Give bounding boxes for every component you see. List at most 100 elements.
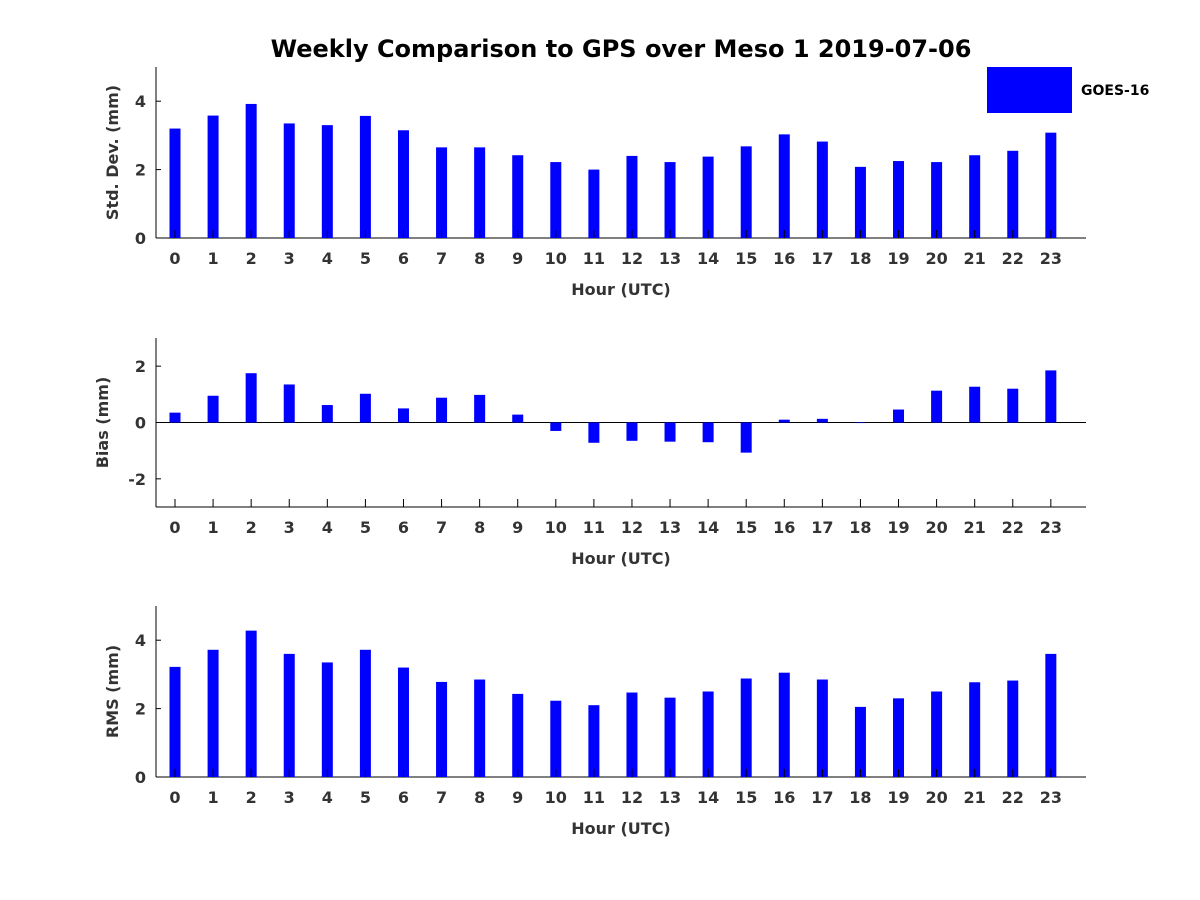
x-tick-label: 18 <box>849 518 871 537</box>
bar-hour-14 <box>702 156 714 238</box>
bar-hour-0 <box>169 128 181 238</box>
bar-hour-12 <box>626 155 638 238</box>
x-tick-label: 13 <box>659 788 681 807</box>
x-tick-label: 1 <box>208 249 219 268</box>
bar-hour-22 <box>1007 680 1019 777</box>
bar-hour-7 <box>436 681 448 777</box>
bar-hour-12 <box>626 692 638 777</box>
bar-hour-2 <box>245 373 257 423</box>
x-tick-label: 14 <box>697 249 719 268</box>
bar-hour-20 <box>931 162 943 238</box>
bar-hour-5 <box>359 649 371 777</box>
bar-hour-1 <box>207 115 219 238</box>
x-tick-label: 1 <box>208 788 219 807</box>
bar-hour-4 <box>321 405 333 423</box>
bar-hour-2 <box>245 630 257 777</box>
x-tick-label: 4 <box>322 249 333 268</box>
bar-hour-17 <box>816 418 828 423</box>
x-tick-label: 19 <box>887 518 909 537</box>
y-tick-label: 0 <box>135 229 146 248</box>
x-tick-label: 16 <box>773 788 795 807</box>
x-tick-label: 5 <box>360 518 371 537</box>
bar-hour-9 <box>512 693 524 777</box>
bar-hour-13 <box>664 422 676 442</box>
x-tick-label: 14 <box>697 788 719 807</box>
x-tick-label: 20 <box>925 518 947 537</box>
x-tick-label: 22 <box>1002 249 1024 268</box>
bar-hour-8 <box>474 679 486 777</box>
x-tick-label: 4 <box>322 788 333 807</box>
x-tick-label: 17 <box>811 249 833 268</box>
x-tick-label: 9 <box>512 788 523 807</box>
x-tick-label: 11 <box>583 788 605 807</box>
y-tick-label: 4 <box>135 631 146 650</box>
bar-hour-19 <box>893 698 905 777</box>
bar-hour-10 <box>550 162 562 238</box>
chart-title: Weekly Comparison to GPS over Meso 1 201… <box>271 35 972 63</box>
x-tick-label: 12 <box>621 788 643 807</box>
x-tick-label: 16 <box>773 249 795 268</box>
x-tick-label: 14 <box>697 518 719 537</box>
x-tick-label: 17 <box>811 788 833 807</box>
legend-swatch <box>987 67 1072 113</box>
bar-hour-4 <box>321 125 333 238</box>
x-tick-label: 17 <box>811 518 833 537</box>
x-tick-label: 3 <box>284 788 295 807</box>
x-tick-label: 15 <box>735 788 757 807</box>
bar-hour-21 <box>969 155 981 238</box>
bar-hour-12 <box>626 422 638 441</box>
bar-hour-10 <box>550 700 562 777</box>
bar-hour-9 <box>512 155 524 238</box>
bar-hour-7 <box>436 147 448 238</box>
x-tick-label: 11 <box>583 249 605 268</box>
x-tick-label: 12 <box>621 249 643 268</box>
x-tick-label: 2 <box>246 249 257 268</box>
bar-hour-2 <box>245 103 257 238</box>
y-tick-label: 2 <box>135 161 146 180</box>
bar-hour-16 <box>778 419 790 423</box>
y-axis-label: Std. Dev. (mm) <box>103 85 122 220</box>
bar-hour-11 <box>588 422 600 443</box>
x-tick-label: 12 <box>621 518 643 537</box>
bar-hour-20 <box>931 691 943 777</box>
x-tick-label: 18 <box>849 249 871 268</box>
x-tick-label: 13 <box>659 249 681 268</box>
bar-hour-6 <box>397 130 409 238</box>
x-tick-label: 15 <box>735 518 757 537</box>
y-tick-label: 4 <box>135 92 146 111</box>
x-axis-label: Hour (UTC) <box>571 549 671 568</box>
x-tick-label: 0 <box>169 518 180 537</box>
x-tick-label: 10 <box>545 518 567 537</box>
x-tick-label: 21 <box>964 788 986 807</box>
x-tick-label: 8 <box>474 518 485 537</box>
bar-hour-18 <box>854 706 866 777</box>
bar-hour-23 <box>1045 132 1057 238</box>
x-tick-label: 23 <box>1040 518 1062 537</box>
bar-hour-7 <box>436 397 448 423</box>
x-tick-label: 9 <box>512 518 523 537</box>
y-axis-label: RMS (mm) <box>103 645 122 738</box>
x-tick-label: 0 <box>169 788 180 807</box>
bar-hour-15 <box>740 678 752 777</box>
x-tick-label: 23 <box>1040 788 1062 807</box>
bar-hour-18 <box>854 166 866 238</box>
x-tick-label: 5 <box>360 788 371 807</box>
bar-hour-23 <box>1045 370 1057 423</box>
x-tick-label: 8 <box>474 788 485 807</box>
x-tick-label: 8 <box>474 249 485 268</box>
bar-hour-1 <box>207 649 219 777</box>
bar-hour-18 <box>854 422 866 424</box>
legend: GOES-16 <box>987 67 1149 113</box>
x-tick-label: 15 <box>735 249 757 268</box>
y-tick-label: 2 <box>135 357 146 376</box>
x-tick-label: 6 <box>398 249 409 268</box>
bar-hour-6 <box>397 408 409 423</box>
x-tick-label: 7 <box>436 788 447 807</box>
x-tick-label: 6 <box>398 788 409 807</box>
x-tick-label: 1 <box>208 518 219 537</box>
bar-hour-21 <box>969 386 981 423</box>
x-tick-label: 7 <box>436 518 447 537</box>
x-tick-label: 5 <box>360 249 371 268</box>
bar-hour-11 <box>588 169 600 238</box>
